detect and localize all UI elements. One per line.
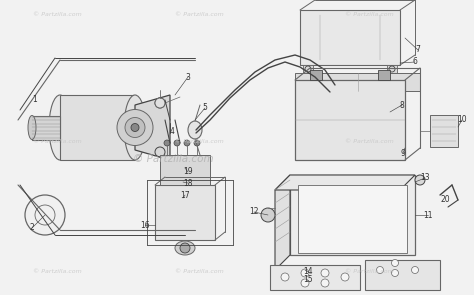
- Bar: [155, 185, 215, 240]
- Circle shape: [125, 117, 145, 137]
- Bar: [270, 265, 360, 290]
- Polygon shape: [135, 95, 170, 160]
- Bar: [160, 155, 210, 185]
- Text: 14: 14: [303, 268, 313, 276]
- Text: 4: 4: [170, 127, 174, 137]
- Bar: [300, 10, 400, 65]
- Text: 6: 6: [412, 58, 418, 66]
- Ellipse shape: [49, 95, 71, 160]
- Text: 3: 3: [185, 73, 191, 81]
- Ellipse shape: [175, 241, 195, 255]
- Circle shape: [35, 205, 55, 225]
- Bar: [387, 65, 397, 73]
- Bar: [60, 95, 135, 160]
- Bar: [298, 185, 407, 253]
- Circle shape: [321, 279, 329, 287]
- Polygon shape: [275, 175, 290, 270]
- Text: 1: 1: [33, 96, 37, 104]
- Circle shape: [301, 279, 309, 287]
- Text: 20: 20: [440, 196, 450, 204]
- Bar: [310, 70, 322, 80]
- Text: 18: 18: [183, 178, 193, 188]
- Text: 19: 19: [183, 168, 193, 176]
- Circle shape: [25, 195, 65, 235]
- Circle shape: [376, 266, 383, 273]
- Circle shape: [392, 270, 399, 276]
- Text: 5: 5: [202, 104, 208, 112]
- Ellipse shape: [188, 121, 202, 139]
- Circle shape: [131, 124, 139, 132]
- Bar: [295, 73, 420, 91]
- Circle shape: [261, 208, 275, 222]
- Circle shape: [415, 175, 425, 185]
- Text: 8: 8: [400, 101, 404, 109]
- Text: © Partzilla.com: © Partzilla.com: [346, 12, 394, 17]
- Text: 9: 9: [401, 148, 405, 158]
- Bar: [295, 80, 405, 160]
- Circle shape: [321, 269, 329, 277]
- Text: © Partzilla.com: © Partzilla.com: [346, 269, 394, 274]
- Text: 7: 7: [416, 45, 420, 55]
- Bar: [290, 175, 415, 255]
- Circle shape: [184, 140, 190, 146]
- Circle shape: [174, 140, 180, 146]
- Text: 12: 12: [249, 207, 259, 217]
- Text: 13: 13: [420, 173, 430, 183]
- Circle shape: [411, 266, 419, 273]
- Ellipse shape: [28, 116, 36, 140]
- Circle shape: [392, 260, 399, 266]
- Text: 10: 10: [457, 116, 467, 124]
- Text: 17: 17: [180, 191, 190, 199]
- Text: 11: 11: [423, 211, 433, 219]
- Circle shape: [341, 273, 349, 281]
- Text: © Partzilla.com: © Partzilla.com: [33, 269, 81, 274]
- Circle shape: [180, 243, 190, 253]
- Text: © Partzilla.com: © Partzilla.com: [175, 12, 223, 17]
- Circle shape: [301, 269, 309, 277]
- Text: © Partzilla.com: © Partzilla.com: [346, 139, 394, 144]
- Text: 16: 16: [140, 220, 150, 230]
- Text: 15: 15: [303, 276, 313, 284]
- Ellipse shape: [124, 95, 146, 160]
- Circle shape: [117, 109, 153, 145]
- Text: © Partzilla.com: © Partzilla.com: [175, 269, 223, 274]
- Text: 2: 2: [29, 224, 35, 232]
- Circle shape: [194, 140, 200, 146]
- Circle shape: [164, 140, 170, 146]
- Bar: [430, 115, 458, 147]
- Bar: [378, 70, 390, 80]
- Circle shape: [155, 98, 165, 108]
- Circle shape: [281, 273, 289, 281]
- Bar: [303, 65, 313, 73]
- Text: © Partzilla.com: © Partzilla.com: [175, 139, 223, 144]
- Polygon shape: [275, 175, 415, 190]
- Text: © Partzilla.com: © Partzilla.com: [33, 139, 81, 144]
- Bar: [32, 116, 60, 140]
- Text: © Partzilla.com: © Partzilla.com: [133, 154, 213, 164]
- Text: © Partzilla.com: © Partzilla.com: [33, 12, 81, 17]
- Bar: [365, 260, 440, 290]
